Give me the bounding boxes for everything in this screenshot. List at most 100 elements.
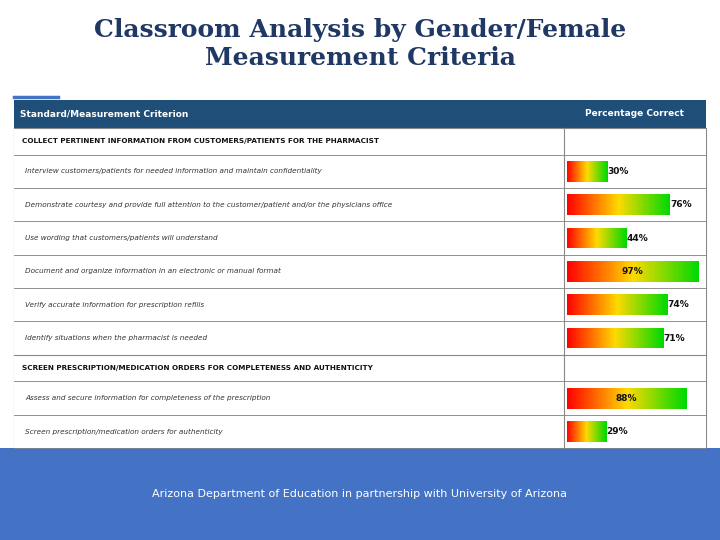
FancyBboxPatch shape: [698, 261, 699, 282]
FancyBboxPatch shape: [567, 228, 568, 248]
FancyBboxPatch shape: [610, 388, 611, 408]
FancyBboxPatch shape: [615, 194, 616, 215]
FancyBboxPatch shape: [567, 194, 569, 215]
FancyBboxPatch shape: [626, 388, 627, 408]
FancyBboxPatch shape: [682, 261, 683, 282]
FancyBboxPatch shape: [618, 294, 619, 315]
FancyBboxPatch shape: [614, 194, 616, 215]
FancyBboxPatch shape: [14, 221, 706, 255]
FancyBboxPatch shape: [615, 328, 616, 348]
FancyBboxPatch shape: [572, 194, 573, 215]
FancyBboxPatch shape: [629, 294, 630, 315]
FancyBboxPatch shape: [573, 228, 574, 248]
FancyBboxPatch shape: [14, 288, 706, 321]
FancyBboxPatch shape: [615, 294, 616, 315]
FancyBboxPatch shape: [629, 261, 631, 282]
FancyBboxPatch shape: [595, 228, 597, 248]
FancyBboxPatch shape: [646, 294, 647, 315]
FancyBboxPatch shape: [641, 294, 642, 315]
FancyBboxPatch shape: [618, 228, 619, 248]
FancyBboxPatch shape: [580, 294, 581, 315]
FancyBboxPatch shape: [608, 194, 609, 215]
FancyBboxPatch shape: [644, 328, 645, 348]
FancyBboxPatch shape: [616, 388, 618, 408]
FancyBboxPatch shape: [632, 294, 634, 315]
FancyBboxPatch shape: [616, 228, 618, 248]
FancyBboxPatch shape: [582, 294, 583, 315]
FancyBboxPatch shape: [640, 261, 642, 282]
FancyBboxPatch shape: [618, 194, 620, 215]
FancyBboxPatch shape: [605, 388, 606, 408]
FancyBboxPatch shape: [666, 194, 667, 215]
FancyBboxPatch shape: [619, 261, 621, 282]
FancyBboxPatch shape: [571, 388, 572, 408]
FancyBboxPatch shape: [567, 328, 569, 348]
FancyBboxPatch shape: [574, 194, 575, 215]
FancyBboxPatch shape: [643, 328, 644, 348]
FancyBboxPatch shape: [640, 328, 641, 348]
FancyBboxPatch shape: [590, 228, 592, 248]
FancyBboxPatch shape: [602, 261, 603, 282]
FancyBboxPatch shape: [651, 388, 652, 408]
FancyBboxPatch shape: [652, 261, 654, 282]
FancyBboxPatch shape: [636, 388, 638, 408]
FancyBboxPatch shape: [654, 388, 655, 408]
FancyBboxPatch shape: [660, 328, 661, 348]
FancyBboxPatch shape: [661, 328, 662, 348]
FancyBboxPatch shape: [598, 261, 599, 282]
FancyBboxPatch shape: [600, 194, 602, 215]
FancyBboxPatch shape: [629, 328, 630, 348]
FancyBboxPatch shape: [622, 328, 624, 348]
FancyBboxPatch shape: [575, 194, 577, 215]
FancyBboxPatch shape: [654, 261, 656, 282]
FancyBboxPatch shape: [654, 328, 656, 348]
FancyBboxPatch shape: [630, 328, 631, 348]
FancyBboxPatch shape: [577, 194, 578, 215]
FancyBboxPatch shape: [652, 261, 653, 282]
FancyBboxPatch shape: [601, 328, 603, 348]
FancyBboxPatch shape: [601, 228, 602, 248]
FancyBboxPatch shape: [645, 261, 647, 282]
FancyBboxPatch shape: [659, 328, 660, 348]
FancyBboxPatch shape: [626, 261, 628, 282]
FancyBboxPatch shape: [651, 194, 652, 215]
FancyBboxPatch shape: [631, 388, 633, 408]
FancyBboxPatch shape: [612, 294, 613, 315]
FancyBboxPatch shape: [575, 261, 576, 282]
FancyBboxPatch shape: [593, 261, 595, 282]
FancyBboxPatch shape: [597, 228, 598, 248]
FancyBboxPatch shape: [599, 228, 600, 248]
FancyBboxPatch shape: [568, 228, 569, 248]
FancyBboxPatch shape: [591, 294, 593, 315]
FancyBboxPatch shape: [599, 228, 600, 248]
FancyBboxPatch shape: [622, 228, 623, 248]
FancyBboxPatch shape: [685, 261, 687, 282]
FancyBboxPatch shape: [583, 261, 585, 282]
FancyBboxPatch shape: [692, 261, 693, 282]
FancyBboxPatch shape: [14, 321, 706, 355]
FancyBboxPatch shape: [595, 388, 596, 408]
Text: Standard/Measurement Criterion: Standard/Measurement Criterion: [20, 110, 189, 118]
FancyBboxPatch shape: [639, 294, 641, 315]
FancyBboxPatch shape: [574, 228, 575, 248]
FancyBboxPatch shape: [586, 294, 588, 315]
FancyBboxPatch shape: [660, 194, 661, 215]
FancyBboxPatch shape: [580, 194, 581, 215]
FancyBboxPatch shape: [580, 261, 582, 282]
FancyBboxPatch shape: [587, 328, 588, 348]
FancyBboxPatch shape: [635, 261, 636, 282]
FancyBboxPatch shape: [611, 294, 613, 315]
FancyBboxPatch shape: [646, 194, 647, 215]
FancyBboxPatch shape: [590, 388, 592, 408]
FancyBboxPatch shape: [594, 228, 595, 248]
FancyBboxPatch shape: [611, 261, 612, 282]
FancyBboxPatch shape: [639, 388, 641, 408]
FancyBboxPatch shape: [608, 294, 610, 315]
FancyBboxPatch shape: [675, 261, 676, 282]
FancyBboxPatch shape: [645, 194, 647, 215]
FancyBboxPatch shape: [650, 261, 652, 282]
FancyBboxPatch shape: [614, 328, 616, 348]
FancyBboxPatch shape: [677, 261, 678, 282]
FancyBboxPatch shape: [581, 328, 582, 348]
FancyBboxPatch shape: [568, 328, 570, 348]
